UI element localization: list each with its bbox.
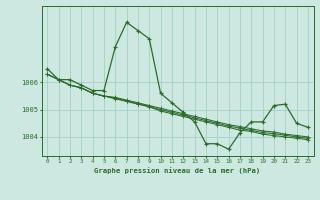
X-axis label: Graphe pression niveau de la mer (hPa): Graphe pression niveau de la mer (hPa): [94, 167, 261, 174]
